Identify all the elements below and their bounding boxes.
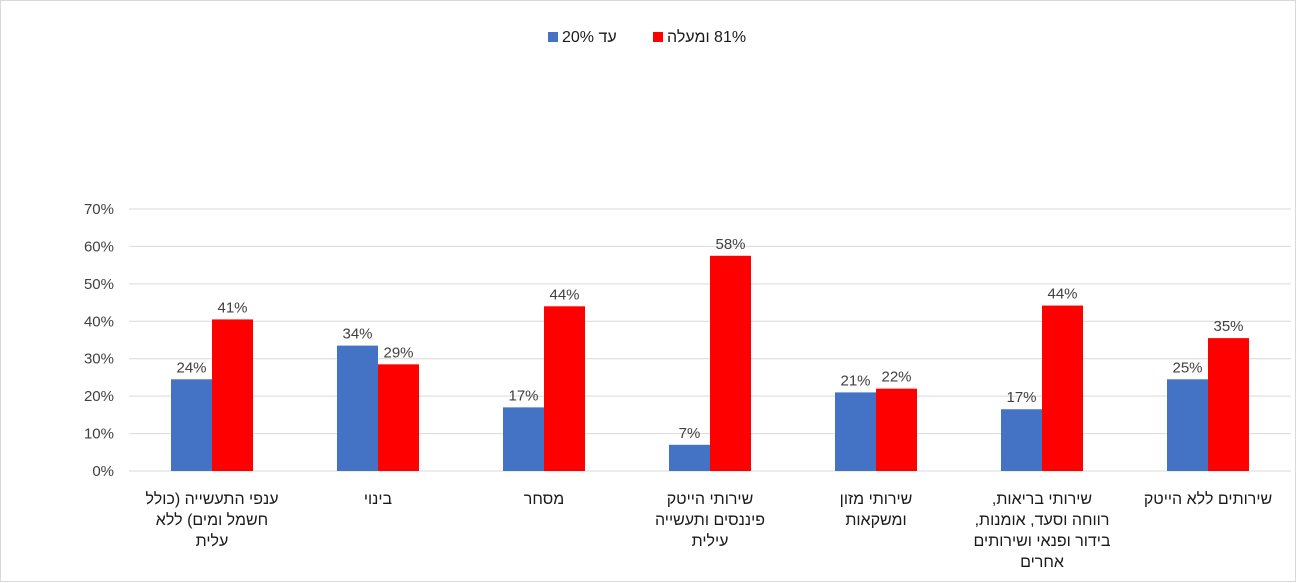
- data-label: 21%: [840, 372, 870, 389]
- legend-swatch: [548, 32, 558, 42]
- bar: [1208, 338, 1249, 471]
- bar: [171, 379, 212, 471]
- y-tick-label: 10%: [84, 426, 114, 443]
- data-label: 41%: [217, 299, 247, 316]
- data-label: 7%: [679, 425, 701, 442]
- x-category-label: אחרים: [1020, 554, 1064, 571]
- data-label: 58%: [715, 236, 745, 253]
- legend-label: עד 20%: [562, 29, 617, 46]
- y-tick-label: 20%: [84, 388, 114, 405]
- y-tick-label: 50%: [84, 276, 114, 293]
- data-labels: 24% 41% 34% 29% 17% 44% 7% 58% 21% 22% 17% 44% 25% 35…: [176, 236, 1243, 442]
- bar: [710, 255, 751, 471]
- y-tick-label: 70%: [84, 201, 114, 218]
- x-category-label: מסחר: [524, 491, 564, 508]
- x-category-label: שירותי הייטק: [667, 491, 754, 508]
- data-label: 29%: [383, 344, 413, 361]
- bar: [378, 364, 419, 471]
- x-category-label: עלית: [196, 532, 229, 550]
- bar: [835, 392, 876, 471]
- bar: [1042, 305, 1083, 471]
- data-label: 22%: [881, 369, 911, 386]
- x-category-label: ענפי התעשייה (כולל: [145, 490, 278, 508]
- x-category-label: פיננסים ותעשייה: [655, 512, 765, 529]
- y-tick-label: 0%: [92, 463, 114, 480]
- bars: [171, 255, 1249, 471]
- x-category-label: בידור ופנאי ושירותים: [974, 533, 1111, 550]
- bar: [503, 407, 544, 471]
- data-label: 17%: [1006, 389, 1036, 406]
- x-category-label: שירותי בריאות,: [992, 491, 1092, 508]
- x-category-label: רווחה וסעד, אומנות,: [975, 512, 1110, 529]
- data-label: 35%: [1213, 318, 1243, 335]
- data-label: 44%: [549, 286, 579, 303]
- data-label: 44%: [1047, 286, 1077, 303]
- x-category-label: שירותי מזון: [840, 491, 913, 508]
- x-axis: ענפי התעשייה (כולל חשמל ומים) ללא עלית בינו…: [145, 490, 1272, 571]
- legend-label: 81% ומעלה: [667, 28, 746, 46]
- bar: [544, 306, 585, 471]
- data-label: 34%: [342, 326, 372, 343]
- legend-swatch: [653, 32, 663, 42]
- bar: [876, 388, 917, 471]
- x-category-label: חשמל ומים) ללא: [156, 511, 268, 529]
- x-category-label: עילית: [692, 532, 729, 550]
- x-category-label: שירותים ללא הייטק: [1144, 490, 1272, 508]
- bar: [337, 345, 378, 471]
- y-tick-label: 30%: [84, 351, 114, 368]
- x-category-label: ומשקאות: [845, 512, 906, 529]
- bar: [1001, 409, 1042, 471]
- bar: [212, 319, 253, 471]
- y-tick-label: 40%: [84, 313, 114, 330]
- data-label: 17%: [508, 387, 538, 404]
- y-tick-label: 60%: [84, 238, 114, 255]
- data-label: 24%: [176, 359, 206, 376]
- y-axis: 0% 10% 20% 30% 40% 50% 60% 70%: [84, 201, 114, 480]
- x-category-label: בינוי: [364, 491, 393, 508]
- bar: [1167, 379, 1208, 471]
- legend: 81% ומעלה עד 20%: [548, 28, 746, 46]
- bar: [669, 444, 710, 471]
- data-label: 25%: [1172, 359, 1202, 376]
